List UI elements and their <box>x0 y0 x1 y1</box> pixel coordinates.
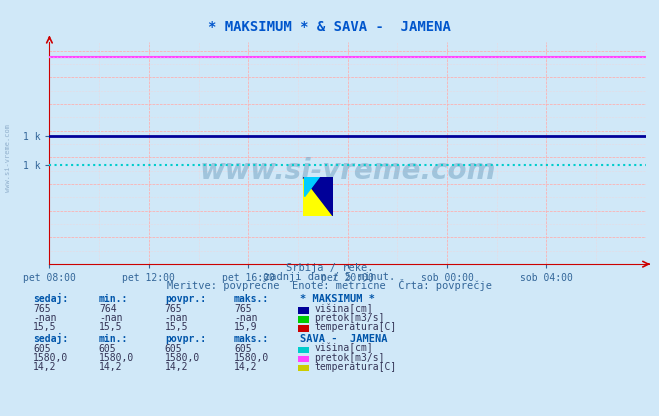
Text: 765: 765 <box>234 304 252 314</box>
Text: 1580,0: 1580,0 <box>234 353 269 363</box>
Text: -nan: -nan <box>33 313 57 323</box>
Text: 15,5: 15,5 <box>99 322 123 332</box>
Text: Meritve: povprečne  Enote: metrične  Črta: povprečje: Meritve: povprečne Enote: metrične Črta:… <box>167 279 492 291</box>
Text: povpr.:: povpr.: <box>165 295 206 305</box>
Text: 14,2: 14,2 <box>165 362 188 372</box>
Text: 765: 765 <box>165 304 183 314</box>
Polygon shape <box>303 177 333 216</box>
Text: 1580,0: 1580,0 <box>165 353 200 363</box>
Text: 605: 605 <box>33 344 51 354</box>
Text: povpr.:: povpr.: <box>165 334 206 344</box>
Text: min.:: min.: <box>99 334 129 344</box>
Text: višina[cm]: višina[cm] <box>314 304 373 314</box>
Text: 765: 765 <box>33 304 51 314</box>
Text: 605: 605 <box>99 344 117 354</box>
Text: pretok[m3/s]: pretok[m3/s] <box>314 353 385 363</box>
Text: * MAKSIMUM *: * MAKSIMUM * <box>300 295 375 305</box>
Text: 14,2: 14,2 <box>99 362 123 372</box>
Text: višina[cm]: višina[cm] <box>314 343 373 354</box>
Text: SAVA -  JAMENA: SAVA - JAMENA <box>300 334 387 344</box>
Text: -nan: -nan <box>165 313 188 323</box>
Text: www.si-vreme.com: www.si-vreme.com <box>200 157 496 185</box>
Text: 15,5: 15,5 <box>33 322 57 332</box>
Text: 15,9: 15,9 <box>234 322 258 332</box>
Text: zadnji dan / 5 minut.: zadnji dan / 5 minut. <box>264 272 395 282</box>
Text: 764: 764 <box>99 304 117 314</box>
Text: 1580,0: 1580,0 <box>33 353 68 363</box>
Text: maks.:: maks.: <box>234 295 269 305</box>
Text: min.:: min.: <box>99 295 129 305</box>
Text: temperatura[C]: temperatura[C] <box>314 362 397 372</box>
Text: 1580,0: 1580,0 <box>99 353 134 363</box>
Text: * MAKSIMUM * & SAVA -  JAMENA: * MAKSIMUM * & SAVA - JAMENA <box>208 20 451 34</box>
Text: -nan: -nan <box>99 313 123 323</box>
Text: maks.:: maks.: <box>234 334 269 344</box>
Polygon shape <box>304 177 320 197</box>
Text: temperatura[C]: temperatura[C] <box>314 322 397 332</box>
Text: sedaj:: sedaj: <box>33 333 68 344</box>
Text: 14,2: 14,2 <box>234 362 258 372</box>
Text: 14,2: 14,2 <box>33 362 57 372</box>
Text: -nan: -nan <box>234 313 258 323</box>
Text: www.si-vreme.com: www.si-vreme.com <box>5 124 11 192</box>
Text: sedaj:: sedaj: <box>33 293 68 305</box>
Text: pretok[m3/s]: pretok[m3/s] <box>314 313 385 323</box>
Text: 15,5: 15,5 <box>165 322 188 332</box>
Text: 605: 605 <box>165 344 183 354</box>
Text: 605: 605 <box>234 344 252 354</box>
Polygon shape <box>303 177 333 216</box>
Text: Srbija / reke.: Srbija / reke. <box>286 263 373 273</box>
